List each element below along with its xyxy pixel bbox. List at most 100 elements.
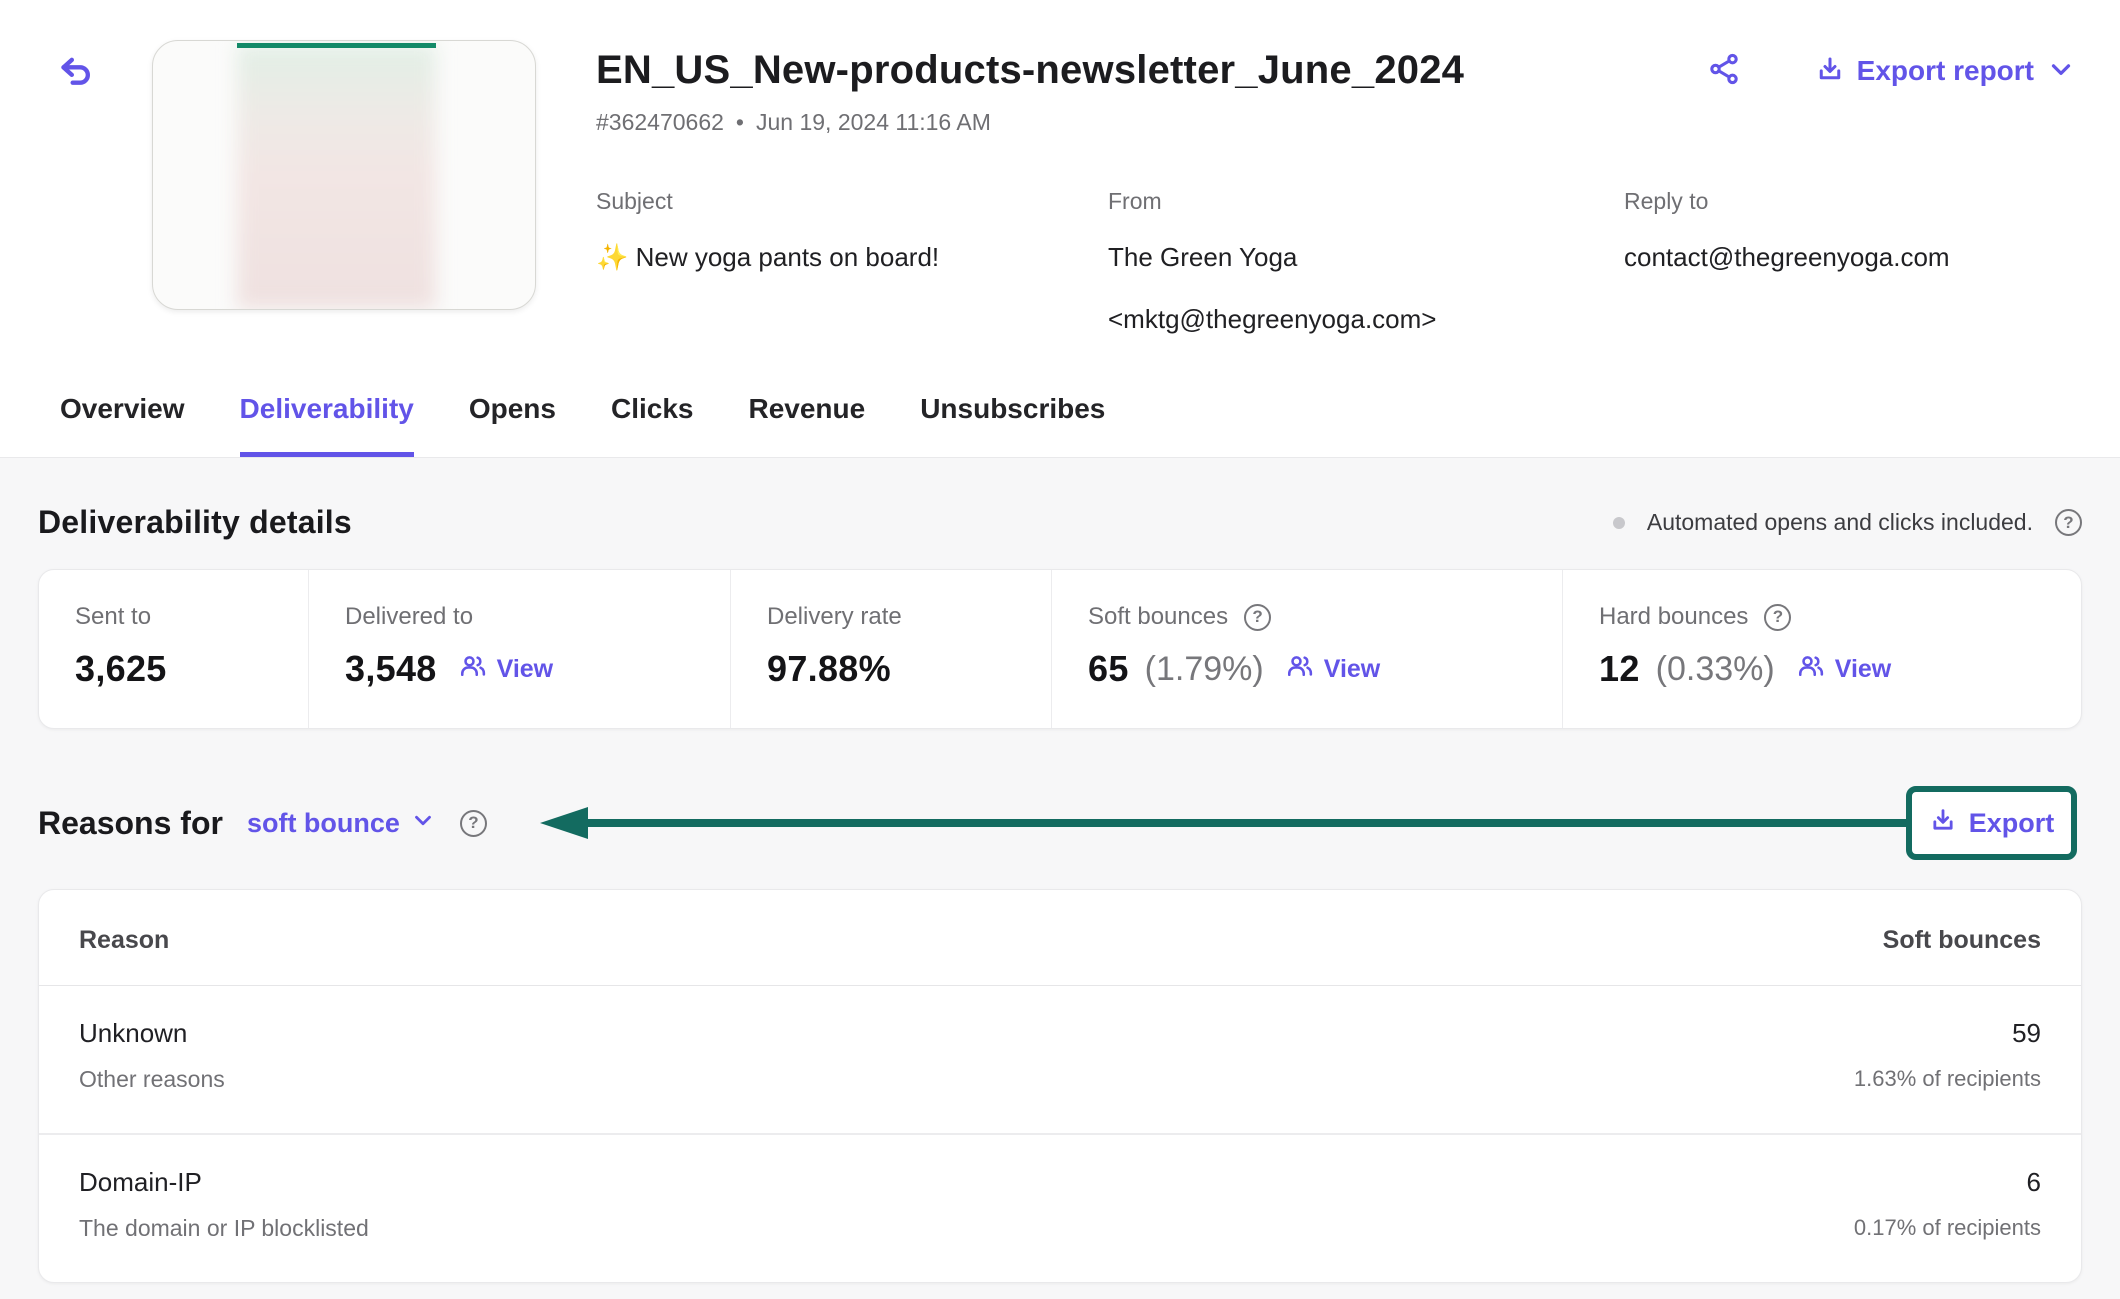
- help-icon[interactable]: ?: [459, 809, 487, 837]
- column-header-soft-bounces: Soft bounces: [1882, 926, 2041, 954]
- from-label: From: [1108, 188, 1162, 214]
- subject-column: Subject ✨ New yoga pants on board!: [596, 188, 1108, 339]
- export-report-button[interactable]: Export report: [1815, 54, 2076, 87]
- reply-to-column: Reply to contact@thegreenyoga.com: [1624, 188, 2076, 339]
- tab-clicks[interactable]: Clicks: [611, 393, 694, 457]
- stat-sent-to: Sent to 3,625: [39, 570, 308, 728]
- email-preview-header-bar: [237, 43, 436, 48]
- reason-description: Other reasons: [79, 1066, 225, 1092]
- back-icon: [56, 57, 96, 97]
- download-icon: [1815, 54, 1845, 87]
- reasons-header-row: Reasons for soft bounce ?: [38, 785, 2082, 861]
- download-icon: [1929, 806, 1957, 841]
- stat-value: 12: [1599, 648, 1640, 689]
- stat-value: 97.88%: [767, 648, 891, 689]
- table-header-row: Reason Soft bounces: [39, 890, 2081, 986]
- bounce-type-value: soft bounce: [246, 807, 400, 838]
- deliverability-section-head: Deliverability details Automated opens a…: [38, 504, 2082, 541]
- stat-label: Delivery rate: [767, 603, 902, 630]
- stat-percentage: (0.33%): [1655, 649, 1775, 688]
- reply-to-label: Reply to: [1624, 188, 1709, 214]
- stat-value: 65: [1088, 648, 1129, 689]
- stat-soft-bounces: Soft bounces ? 65 (1.79%) View: [1051, 570, 1562, 728]
- reasons-title: Reasons for: [38, 804, 223, 841]
- table-row: Unknown Other reasons 59 1.63% of recipi…: [39, 986, 2081, 1133]
- tab-unsubscribes[interactable]: Unsubscribes: [920, 393, 1105, 457]
- view-label: View: [1834, 654, 1892, 683]
- note-text: Automated opens and clicks included.: [1646, 509, 2033, 535]
- users-icon: [1286, 652, 1314, 687]
- reason-description: The domain or IP blocklisted: [79, 1215, 369, 1241]
- tab-overview[interactable]: Overview: [60, 393, 185, 457]
- stat-hard-bounces: Hard bounces ? 12 (0.33%) View: [1562, 570, 2081, 728]
- automated-note: Automated opens and clicks included. ?: [1612, 509, 2082, 536]
- email-preview-thumbnail[interactable]: [152, 40, 536, 310]
- subject-value: ✨ New yoga pants on board!: [596, 242, 940, 272]
- from-email: <mktg@thegreenyoga.com>: [1108, 304, 1437, 334]
- separator-dot: •: [735, 109, 744, 135]
- count-cell: 59 1.63% of recipients: [1854, 1018, 2041, 1093]
- stat-value: 3,548: [345, 648, 437, 689]
- users-icon: [1797, 652, 1825, 687]
- stat-label: Hard bounces: [1599, 603, 1749, 630]
- reason-name: Unknown: [79, 1018, 188, 1048]
- deliverability-stats-card: Sent to 3,625 Delivered to 3,548 Vie: [38, 569, 2082, 729]
- section-title: Deliverability details: [38, 504, 352, 540]
- reply-to-value: contact@thegreenyoga.com: [1624, 242, 1950, 272]
- stat-label: Delivered to: [345, 603, 474, 630]
- tab-opens[interactable]: Opens: [469, 393, 556, 457]
- page-title: EN_US_New-products-newsletter_June_2024: [596, 48, 1465, 92]
- email-preview-blurred-content: [237, 45, 436, 309]
- stat-percentage: (1.79%): [1144, 649, 1264, 688]
- tab-deliverability[interactable]: Deliverability: [239, 393, 414, 457]
- annotation-arrow-line: [586, 819, 1906, 827]
- view-hard-bounces-link[interactable]: View: [1797, 652, 1892, 687]
- view-label: View: [496, 654, 554, 683]
- stat-label: Sent to: [75, 603, 152, 630]
- count-cell: 6 0.17% of recipients: [1854, 1167, 2041, 1242]
- share-icon: [1707, 52, 1741, 89]
- header-actions: Export report: [1707, 52, 2076, 89]
- annotation-arrowhead: [540, 807, 588, 839]
- campaign-datetime: Jun 19, 2024 11:16 AM: [755, 109, 991, 135]
- reason-cell: Domain-IP The domain or IP blocklisted: [79, 1167, 369, 1242]
- view-delivered-link[interactable]: View: [459, 652, 554, 687]
- share-button[interactable]: [1707, 52, 1741, 89]
- stat-delivery-rate: Delivery rate 97.88%: [730, 570, 1051, 728]
- reasons-title-group: Reasons for soft bounce ?: [38, 785, 487, 861]
- report-tabs: Overview Deliverability Opens Clicks Rev…: [0, 339, 2120, 458]
- campaign-info: EN_US_New-products-newsletter_June_2024 …: [596, 40, 2076, 339]
- column-header-reason: Reason: [79, 926, 170, 954]
- export-label: Export: [1968, 807, 2055, 838]
- table-row: Domain-IP The domain or IP blocklisted 6…: [39, 1133, 2081, 1282]
- help-icon[interactable]: ?: [2055, 509, 2082, 536]
- bounce-percentage: 1.63% of recipients: [1853, 1066, 2041, 1091]
- campaign-header: EN_US_New-products-newsletter_June_2024 …: [0, 0, 2120, 339]
- reason-cell: Unknown Other reasons: [79, 1018, 225, 1093]
- export-report-label: Export report: [1856, 54, 2034, 86]
- stat-value: 3,625: [75, 648, 167, 689]
- export-button[interactable]: Export: [1906, 786, 2077, 860]
- note-dot: [1612, 516, 1625, 529]
- back-button[interactable]: [56, 54, 96, 97]
- help-icon[interactable]: ?: [1244, 603, 1272, 631]
- stat-label: Soft bounces: [1088, 603, 1229, 630]
- bounce-type-dropdown[interactable]: soft bounce: [247, 807, 436, 840]
- bounce-percentage: 0.17% of recipients: [1853, 1215, 2041, 1240]
- chevron-down-icon: [410, 807, 436, 840]
- from-name: The Green Yoga: [1108, 242, 1298, 272]
- help-icon[interactable]: ?: [1764, 603, 1792, 631]
- reason-name: Domain-IP: [79, 1167, 202, 1197]
- view-soft-bounces-link[interactable]: View: [1286, 652, 1380, 687]
- bounce-count: 59: [2012, 1018, 2041, 1048]
- stat-delivered-to: Delivered to 3,548 View: [308, 570, 730, 728]
- campaign-meta-columns: Subject ✨ New yoga pants on board! From …: [596, 188, 2076, 339]
- reasons-table: Reason Soft bounces Unknown Other reason…: [38, 889, 2082, 1283]
- campaign-id: #362470662: [596, 109, 724, 135]
- subject-label: Subject: [596, 188, 673, 214]
- users-icon: [459, 652, 487, 687]
- deliverability-section: Deliverability details Automated opens a…: [0, 458, 2120, 1299]
- bounce-count: 6: [2026, 1167, 2041, 1197]
- from-column: From The Green Yoga <mktg@thegreenyoga.c…: [1108, 188, 1624, 339]
- tab-revenue[interactable]: Revenue: [748, 393, 865, 457]
